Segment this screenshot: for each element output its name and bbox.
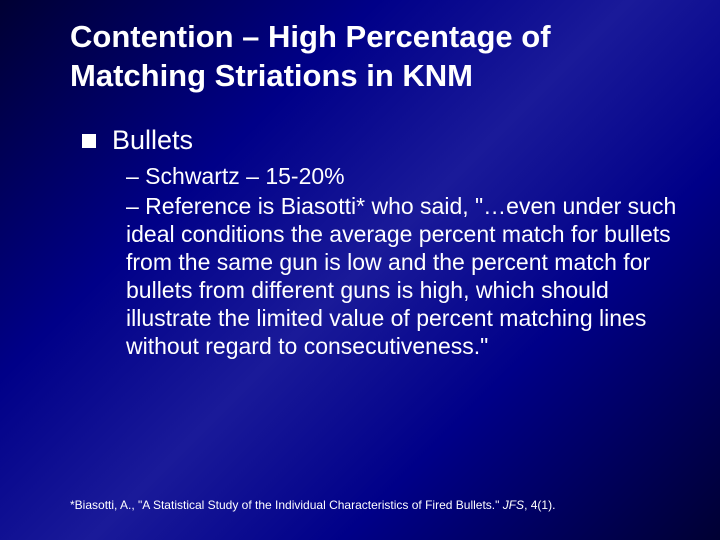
footnote-prefix: *Biasotti, A., "A Statistical Study of t… xyxy=(70,498,503,512)
slide-title: Contention – High Percentage of Matching… xyxy=(70,18,682,96)
bullet-level1: Bullets xyxy=(82,124,682,156)
bullet-level2-b: – Reference is Biasotti* who said, "…eve… xyxy=(126,192,682,360)
bullet-l1-text: Bullets xyxy=(112,124,193,156)
square-bullet-icon xyxy=(82,134,96,148)
footnote-journal: JFS xyxy=(503,498,524,512)
footnote-suffix: , 4(1). xyxy=(524,498,555,512)
bullet-level2-a: – Schwartz – 15-20% xyxy=(126,162,682,190)
footnote: *Biasotti, A., "A Statistical Study of t… xyxy=(70,498,680,512)
slide-content: Contention – High Percentage of Matching… xyxy=(0,0,720,540)
